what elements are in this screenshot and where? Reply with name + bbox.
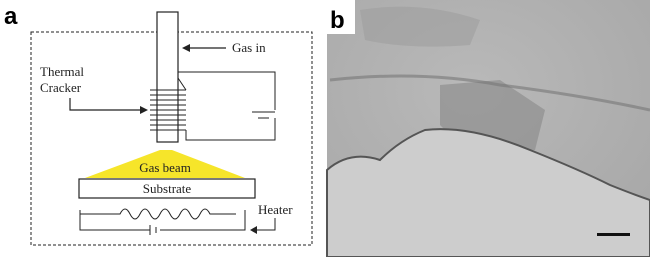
gas-tube: [157, 12, 178, 142]
panel-b: b: [327, 0, 650, 257]
figure: a Gas in Thermal Cracker Gas beam Substr…: [0, 0, 650, 257]
heater: [80, 209, 275, 235]
arrow-head: [140, 106, 148, 114]
arrow-head: [182, 44, 190, 52]
heater-label: Heater: [258, 202, 293, 217]
scale-bar: [597, 233, 630, 236]
arrow: [70, 98, 142, 110]
gas-beam-label: Gas beam: [139, 160, 191, 175]
cracker-label: Thermal: [40, 64, 84, 79]
panel-label: a: [4, 3, 18, 30]
substrate-label: Substrate: [143, 181, 192, 196]
arrow-head: [250, 226, 257, 234]
panel-label: b: [330, 7, 345, 34]
cracker-label: Cracker: [40, 80, 82, 95]
gas-in-label: Gas in: [232, 40, 266, 55]
panel-a: a Gas in Thermal Cracker Gas beam Substr…: [4, 3, 312, 245]
